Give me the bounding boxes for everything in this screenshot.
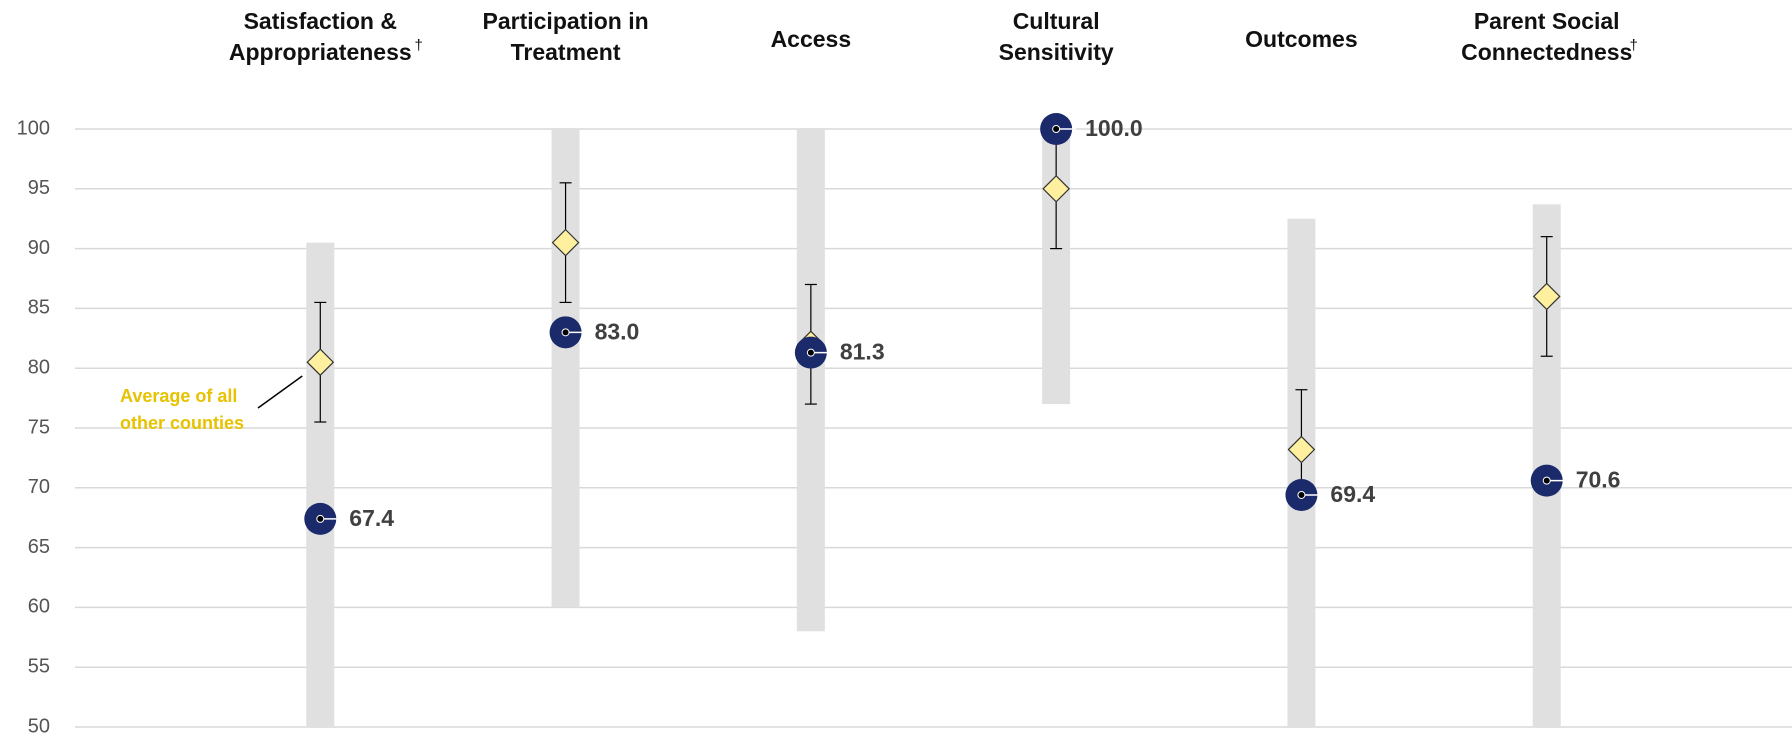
average-marker xyxy=(1287,435,1316,464)
annotation: other counties xyxy=(120,413,244,433)
annotation-leader xyxy=(257,375,303,409)
category-line: Sensitivity xyxy=(999,39,1114,65)
average-marker xyxy=(551,228,580,257)
category-label: Parent Social Connectedness xyxy=(1461,8,1632,65)
data-label: 67.4 xyxy=(349,505,394,531)
data-label: 69.4 xyxy=(1330,481,1375,507)
y-tick-label: 60 xyxy=(28,596,50,618)
average-marker xyxy=(1532,282,1561,311)
y-tick-label: 70 xyxy=(28,476,50,498)
category-label: Satisfaction & Appropriateness xyxy=(229,8,412,65)
category-line: Access xyxy=(771,26,852,52)
county-dot-center xyxy=(1542,476,1551,485)
y-tick-label: 50 xyxy=(28,715,50,737)
category-line: Treatment xyxy=(511,39,621,65)
category-label: Outcomes xyxy=(1245,26,1357,52)
category-label: Cultural Sensitivity xyxy=(999,8,1114,65)
category-label: Participation in Treatment xyxy=(483,8,649,65)
data-label: 70.6 xyxy=(1576,467,1621,493)
category-line: Appropriateness xyxy=(229,39,412,65)
y-tick-label: 75 xyxy=(28,416,50,438)
category-line: Satisfaction & xyxy=(244,8,397,34)
annotation: Average of all xyxy=(120,386,237,406)
county-dot-center xyxy=(1297,490,1306,499)
y-tick-label: 80 xyxy=(28,356,50,378)
category-line: Cultural xyxy=(1013,8,1100,34)
y-tick-label: 85 xyxy=(28,297,50,319)
county-dot-center xyxy=(806,348,815,357)
y-tick-label: 95 xyxy=(28,177,50,199)
data-label: 83.0 xyxy=(595,318,640,344)
y-tick-label: 55 xyxy=(28,655,50,677)
category-line: Parent Social xyxy=(1474,8,1620,34)
y-tick-label: 65 xyxy=(28,536,50,558)
category-line: Outcomes xyxy=(1245,26,1357,52)
county-dot-center xyxy=(1052,125,1061,133)
category-footnote-mark: † xyxy=(1629,37,1637,54)
category-label: Access xyxy=(771,26,852,52)
data-label: 100.0 xyxy=(1085,115,1143,141)
average-marker xyxy=(1042,174,1070,203)
category-footnote-mark: † xyxy=(415,37,423,54)
category-line: Connectedness xyxy=(1461,39,1632,65)
county-dot-center xyxy=(316,514,325,523)
category-line: Participation in xyxy=(483,8,649,34)
y-tick-label: 90 xyxy=(28,237,50,259)
y-tick-label: 100 xyxy=(17,117,50,139)
county-dot-center xyxy=(561,328,570,337)
data-label: 81.3 xyxy=(840,339,885,365)
average-marker xyxy=(306,348,335,377)
